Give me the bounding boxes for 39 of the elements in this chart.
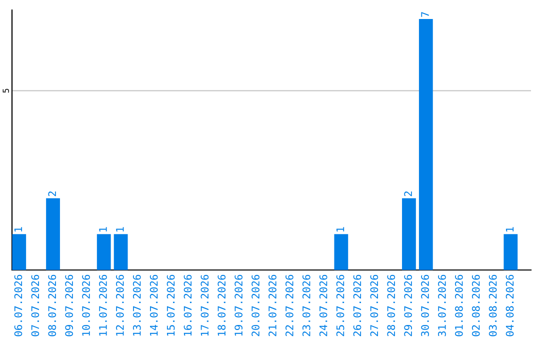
x-tick-label: 09.07.2026: [65, 274, 74, 336]
data-label: 1: [116, 227, 124, 232]
x-tick-label: 08.07.2026: [48, 274, 56, 336]
x-tick-label: 01.08.2026: [454, 274, 463, 336]
x-tick-label: 02.08.2026: [472, 274, 480, 336]
x-tick-label: 14.07.2026: [150, 274, 158, 336]
x-tick-label: 27.07.2026: [370, 274, 378, 336]
x-tick-label: 15.07.2026: [166, 274, 175, 336]
x-tick-label: 26.07.2026: [353, 274, 362, 336]
data-label: 2: [404, 192, 412, 196]
y-tick-label: 5: [2, 88, 9, 93]
data-label: 1: [506, 227, 514, 232]
data-label: 1: [336, 227, 344, 232]
x-tick-label: 30.07.2026: [421, 274, 429, 336]
x-tick-label: 23.07.2026: [302, 274, 310, 336]
x-tick-label: 06.07.2026: [14, 274, 22, 336]
x-tick-label: 18.07.2026: [218, 274, 226, 336]
x-tick-label: 07.07.2026: [31, 274, 40, 336]
data-label: 7: [421, 12, 429, 17]
x-tick-label: 21.07.2026: [268, 274, 276, 336]
x-tick-label: 25.07.2026: [336, 274, 344, 336]
x-tick-label: 22.07.2026: [285, 274, 294, 336]
x-tick-label: 11.07.2026: [99, 274, 107, 336]
x-tick-label: 19.07.2026: [234, 274, 243, 336]
data-label: 1: [14, 227, 22, 232]
x-tick-label: 17.07.2026: [200, 274, 209, 336]
x-tick-label: 28.07.2026: [387, 274, 396, 336]
x-tick-label: 03.08.2026: [488, 274, 497, 336]
x-tick-label: 04.08.2026: [506, 274, 514, 336]
data-label: 2: [48, 192, 56, 196]
x-tick-label: 10.07.2026: [82, 274, 90, 336]
x-tick-label: 16.07.2026: [184, 274, 192, 336]
x-tick-label: 20.07.2026: [252, 274, 260, 336]
x-tick-label: 31.07.2026: [438, 274, 446, 336]
x-tick-label: 12.07.2026: [116, 274, 124, 336]
data-label: 1: [99, 227, 107, 232]
x-tick-label: 29.07.2026: [404, 274, 412, 336]
x-tick-label: 13.07.2026: [132, 274, 141, 336]
x-tick-label: 24.07.2026: [319, 274, 328, 336]
